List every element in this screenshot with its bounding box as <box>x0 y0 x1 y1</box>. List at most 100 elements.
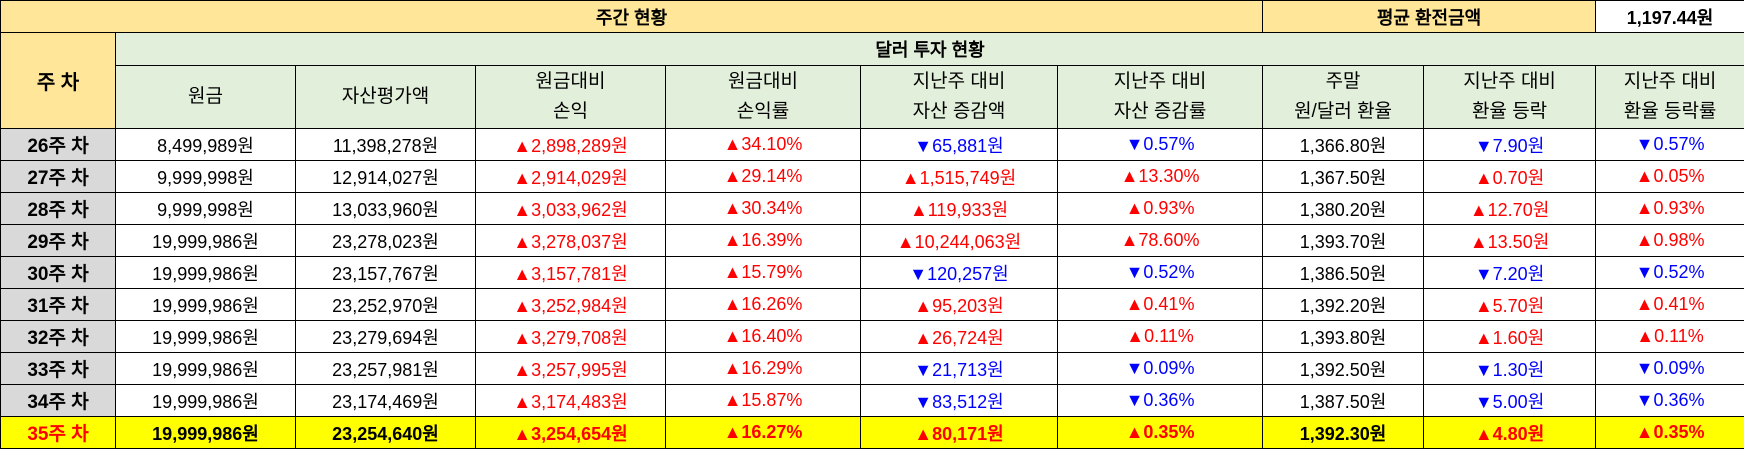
column-header-line1: 지난주 대비 <box>1623 71 1717 92</box>
section-row: 주 차 달러 투자 현황 <box>0 32 1744 129</box>
week-label: 29주 차 <box>0 224 116 257</box>
table-cell: ▼1.30원 <box>1423 352 1597 385</box>
table-cell: ▼65,881원 <box>860 128 1058 161</box>
table-cell: 1,392.50원 <box>1262 352 1425 385</box>
table-row: 31주 차 19,999,986원 23,252,970원 ▲3,252,984원 ▲1… <box>0 288 1744 321</box>
table-cell: ▲0.35% <box>1056 416 1264 449</box>
table-cell: ▼0.57% <box>1595 128 1744 161</box>
week-label: 35주 차 <box>0 416 116 449</box>
table-cell: ▲30.34% <box>665 192 861 225</box>
table-cell: 23,278,023원 <box>295 224 476 257</box>
table-cell: 1,392.30원 <box>1262 416 1425 449</box>
table-cell: 23,254,640원 <box>295 416 476 449</box>
column-header-line1: 원금 <box>188 86 223 107</box>
table-cell: 1,392.20원 <box>1262 288 1425 321</box>
week-label: 33주 차 <box>0 352 116 385</box>
week-label: 27주 차 <box>0 160 116 193</box>
table-cell: ▲15.87% <box>665 384 861 417</box>
table-cell: 23,279,694원 <box>295 320 476 353</box>
column-header: 원금 <box>115 65 296 129</box>
column-header-line2: 환율 등락 <box>1471 101 1548 122</box>
column-header: 지난주 대비 환율 등락률 <box>1595 65 1744 129</box>
table-row: 33주 차 19,999,986원 23,257,981원 ▲3,257,995원 ▲1… <box>0 352 1744 385</box>
table-cell: ▲0.93% <box>1056 192 1264 225</box>
table-cell: 19,999,986원 <box>115 288 296 321</box>
table-cell: ▼0.52% <box>1595 256 1744 289</box>
table-cell: ▲0.41% <box>1595 288 1744 321</box>
table-cell: 1,393.70원 <box>1262 224 1425 257</box>
table-cell: ▲0.11% <box>1056 320 1264 353</box>
column-header-line2: 자산 증감률 <box>1113 101 1207 122</box>
table-cell: ▲0.98% <box>1595 224 1744 257</box>
table-cell: 19,999,986원 <box>115 320 296 353</box>
week-label: 34주 차 <box>0 384 116 417</box>
table-cell: ▲80,171원 <box>860 416 1058 449</box>
table-cell: ▲26,724원 <box>860 320 1058 353</box>
column-header-line1: 지난주 대비 <box>1463 71 1556 92</box>
weekly-status-title: 주간 현황 <box>0 0 1264 33</box>
table-row: 29주 차 19,999,986원 23,278,023원 ▲3,278,037원 ▲1… <box>0 224 1744 257</box>
table-cell: ▲0.70원 <box>1423 160 1597 193</box>
table-cell: 1,387.50원 <box>1262 384 1425 417</box>
table-cell: ▲0.05% <box>1595 160 1744 193</box>
table-cell: ▲4.80원 <box>1423 416 1597 449</box>
table-cell: ▼7.90원 <box>1423 128 1597 161</box>
column-header-line1: 지난주 대비 <box>912 71 1006 92</box>
table-cell: 13,033,960원 <box>295 192 476 225</box>
table-cell: ▼120,257원 <box>860 256 1058 289</box>
table-cell: ▼83,512원 <box>860 384 1058 417</box>
table-cell: ▲0.93% <box>1595 192 1744 225</box>
table-body: 26주 차 8,499,989원 11,398,278원 ▲2,898,289원 ▲34… <box>0 128 1744 449</box>
table-row: 30주 차 19,999,986원 23,157,767원 ▲3,157,781원 ▲1… <box>0 256 1744 289</box>
table-cell: ▲1.60원 <box>1423 320 1597 353</box>
table-cell: 19,999,986원 <box>115 256 296 289</box>
table-cell: 23,174,469원 <box>295 384 476 417</box>
table-cell: ▲3,033,962원 <box>475 192 666 225</box>
table-cell: ▼0.36% <box>1595 384 1744 417</box>
table-cell: 1,393.80원 <box>1262 320 1425 353</box>
table-cell: ▲0.35% <box>1595 416 1744 449</box>
table-cell: 8,499,989원 <box>115 128 296 161</box>
table-cell: ▲3,174,483원 <box>475 384 666 417</box>
table-cell: ▼0.36% <box>1056 384 1264 417</box>
column-header: 원금대비 손익 <box>475 65 666 129</box>
table-cell: ▲0.41% <box>1056 288 1264 321</box>
table-cell: 1,386.50원 <box>1262 256 1425 289</box>
week-label: 26주 차 <box>0 128 116 161</box>
table-cell: ▲2,914,029원 <box>475 160 666 193</box>
column-header-line1: 원금대비 <box>535 71 606 92</box>
column-header-line2: 자산 증감액 <box>912 101 1006 122</box>
table-cell: ▲16.27% <box>665 416 861 449</box>
table-cell: 23,157,767원 <box>295 256 476 289</box>
table-cell: ▲3,279,708원 <box>475 320 666 353</box>
table-cell: 12,914,027원 <box>295 160 476 193</box>
column-header-line2: 원/달러 환율 <box>1294 101 1393 122</box>
week-label: 32주 차 <box>0 320 116 353</box>
table-cell: ▲3,257,995원 <box>475 352 666 385</box>
table-cell: ▼0.57% <box>1056 128 1264 161</box>
table-cell: ▲1,515,749원 <box>860 160 1058 193</box>
column-header-line1: 원금대비 <box>728 71 798 92</box>
table-cell: 23,252,970원 <box>295 288 476 321</box>
table-cell: ▼0.52% <box>1056 256 1264 289</box>
column-header-line1: 지난주 대비 <box>1113 71 1207 92</box>
table-cell: ▲16.40% <box>665 320 861 353</box>
table-cell: ▲15.79% <box>665 256 861 289</box>
table-cell: ▼21,713원 <box>860 352 1058 385</box>
table-cell: 1,380.20원 <box>1262 192 1425 225</box>
column-header-line1: 주말 <box>1325 71 1361 92</box>
title-row: 주간 현황 평균 환전금액 1,197.44원 <box>0 0 1744 33</box>
table-cell: ▼0.09% <box>1595 352 1744 385</box>
table-cell: 19,999,986원 <box>115 384 296 417</box>
table-cell: ▲3,157,781원 <box>475 256 666 289</box>
table-cell: ▼5.00원 <box>1423 384 1597 417</box>
table-cell: ▲34.10% <box>665 128 861 161</box>
table-row: 27주 차 9,999,998원 12,914,027원 ▲2,914,029원 ▲29… <box>0 160 1744 193</box>
week-column-header: 주 차 <box>0 32 116 129</box>
table-cell: 9,999,998원 <box>115 192 296 225</box>
week-label: 31주 차 <box>0 288 116 321</box>
